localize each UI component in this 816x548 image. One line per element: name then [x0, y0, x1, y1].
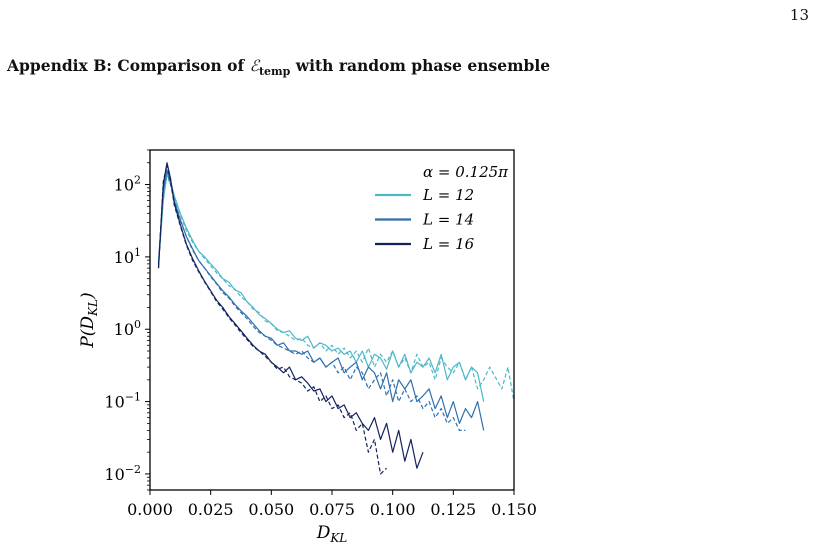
x-tick-label-3: 0.075	[309, 500, 355, 519]
series-layer	[157, 162, 514, 475]
x-tick-label-1: 0.025	[188, 500, 234, 519]
temporal-ensemble-subscript: temp	[258, 65, 291, 78]
heading-prefix: Appendix B: Comparison of	[7, 56, 250, 75]
y-tick-label-3: 10−1	[104, 391, 141, 412]
y-tick-label-4: 10−2	[104, 463, 141, 484]
legend: α = 0.125π L = 12 L = 14 L = 16	[375, 163, 509, 253]
x-tick-label-2: 0.050	[248, 500, 294, 519]
y-tick-label-0: 102	[114, 174, 141, 195]
x-tick-label-5: 0.125	[430, 500, 476, 519]
temporal-ensemble-symbol: ℰ	[249, 57, 259, 75]
heading-suffix: with random phase ensemble	[290, 56, 551, 75]
series-line-1	[157, 173, 485, 402]
legend-label-2: L = 14	[422, 211, 474, 229]
x-axis-label: DKL	[316, 523, 348, 545]
y-tick-label-2: 100	[114, 318, 141, 339]
x-tick-label-4: 0.100	[370, 500, 416, 519]
y-tick-label-1: 101	[114, 246, 141, 267]
x-tick-label-0: 0.000	[127, 500, 173, 519]
series-line-5	[157, 162, 424, 469]
axis-ticks: 0.000 0.025 0.050 0.075 0.100 0.125 0.150 102 10…	[104, 149, 537, 519]
y-axis-label: P(DKL)	[78, 292, 100, 348]
appendix-heading: Appendix B: Comparison of ℰtemp with ran…	[7, 56, 551, 78]
series-line-2	[157, 175, 514, 402]
legend-label-1: L = 12	[422, 186, 474, 204]
page-number: 13	[789, 6, 809, 24]
legend-label-3: L = 16	[422, 235, 475, 253]
series-line-6	[157, 163, 388, 475]
series-line-4	[157, 171, 466, 431]
x-tick-label-6: 0.150	[491, 500, 537, 519]
legend-header: α = 0.125π	[423, 163, 509, 181]
